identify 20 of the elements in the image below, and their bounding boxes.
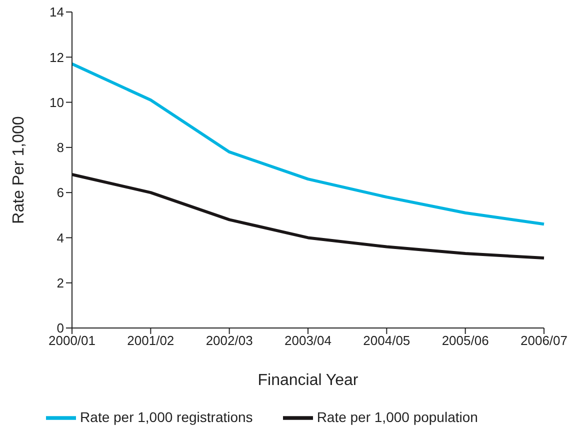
y-tick-label: 12 — [50, 50, 64, 65]
x-tick-label: 2005/06 — [442, 333, 489, 348]
x-axis-title: Financial Year — [258, 372, 359, 389]
y-tick-label: 14 — [50, 4, 64, 20]
y-tick-label: 0 — [56, 320, 64, 336]
legend-label: Rate per 1,000 registrations — [80, 408, 253, 425]
line-series — [70, 62, 546, 226]
y-tick-label: 2 — [56, 275, 64, 290]
y-tick-label: 8 — [56, 140, 64, 156]
x-tick-label: 2006/07 — [520, 333, 568, 348]
y-tick-label: 4 — [56, 230, 64, 246]
x-tick-label: 2002/03 — [206, 333, 253, 348]
y-tick-label: 6 — [56, 185, 64, 200]
x-tick-label: 2004/05 — [363, 333, 410, 348]
x-tick-label: 2001/02 — [127, 333, 174, 348]
x-tick-label: 2003/04 — [284, 333, 332, 348]
y-axis-title: Rate Per 1,000 — [10, 116, 28, 224]
y-tick-label: 10 — [50, 94, 64, 110]
legend-label: Rate per 1,000 population — [316, 408, 478, 425]
x-tick-label: 2000/01 — [48, 333, 96, 348]
